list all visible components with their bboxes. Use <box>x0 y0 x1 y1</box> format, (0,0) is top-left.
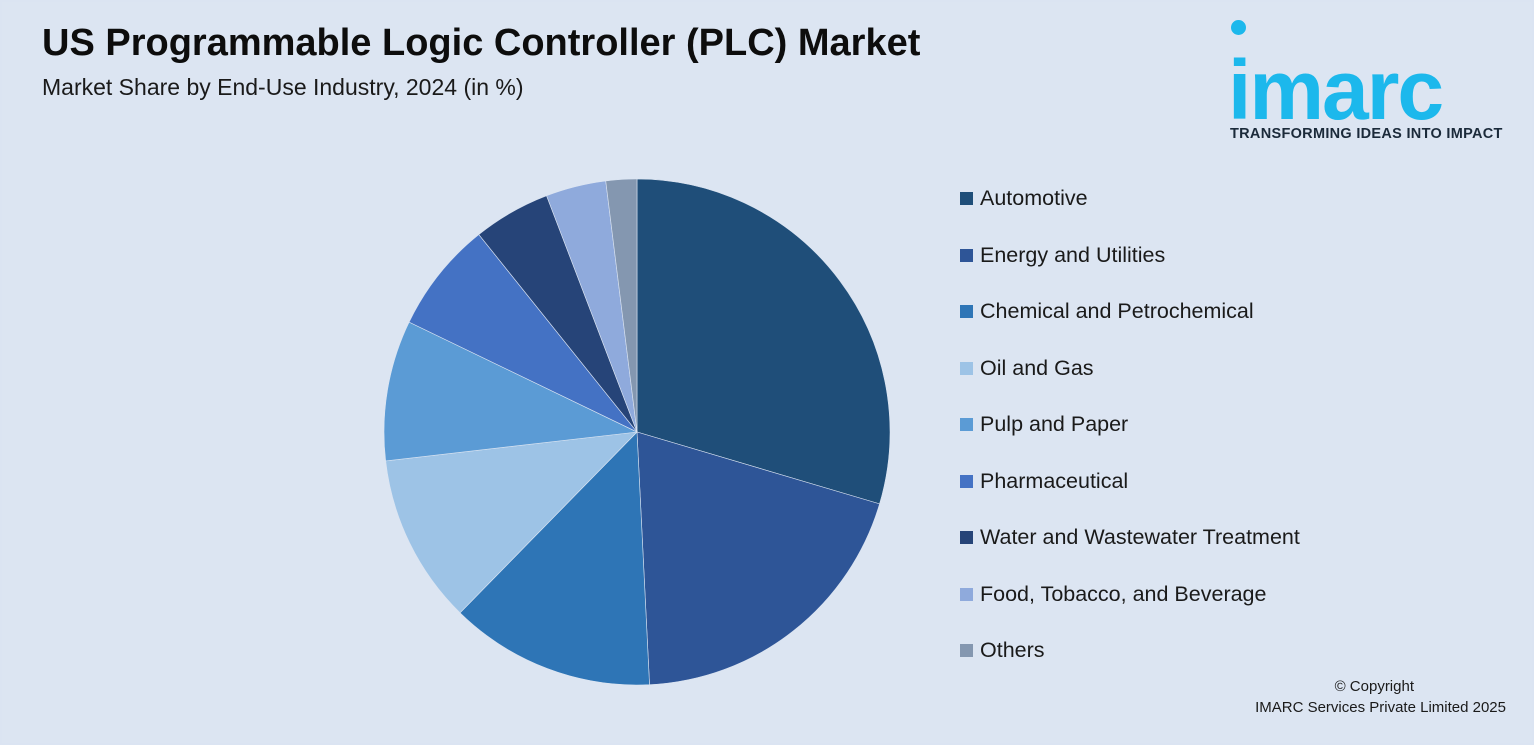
pie-slice-pulp-and-paper <box>383 321 639 462</box>
legend-label: Food, Tobacco, and Beverage <box>980 581 1267 606</box>
pie-slice-others <box>605 178 638 433</box>
legend-label: Automotive <box>980 186 1088 210</box>
legend-item: Chemical and Petrochemical <box>960 296 1300 353</box>
legend-item: Pharmaceutical <box>960 466 1300 523</box>
legend-swatch <box>960 305 973 318</box>
legend-swatch <box>960 644 973 657</box>
legend-swatch <box>960 192 973 205</box>
legend-item: Water and Wastewater Treatment <box>960 522 1300 579</box>
copyright-line-2: IMARC Services Private Limited 2025 <box>1255 699 1506 716</box>
copyright-line-1: © Copyright <box>1334 678 1414 695</box>
legend-item: Oil and Gas <box>960 353 1300 410</box>
pie-slice-pharmaceutical <box>408 234 638 433</box>
legend-swatch <box>960 587 973 601</box>
legend-label: Energy and Utilities <box>980 242 1166 267</box>
pie-slice-chemical-and-petrochemical <box>459 431 650 686</box>
legend-label: Chemical and Petrochemical <box>980 299 1254 323</box>
legend-swatch <box>960 418 973 431</box>
logo-tagline: TRANSFORMING IDEAS INTO IMPACT <box>1230 126 1503 142</box>
chart-subtitle: Market Share by End-Use Industry, 2024 (… <box>42 74 524 100</box>
legend-label: Others <box>980 638 1045 662</box>
legend-item: Pulp and Paper <box>960 409 1300 466</box>
imarc-logo: imarc TRANSFORMING IDEAS INTO IMPACT <box>1224 20 1520 146</box>
copyright-notice: © Copyright IMARC Services Private Limit… <box>1255 676 1506 718</box>
pie-slice-energy-and-utilities <box>636 431 880 686</box>
pie-slice-automotive <box>636 178 891 505</box>
legend-item: Automotive <box>960 183 1300 240</box>
pie-chart <box>383 178 891 686</box>
legend-swatch <box>960 474 973 488</box>
legend-swatch <box>960 248 973 262</box>
logo-dot <box>1231 20 1246 35</box>
chart-title: US Programmable Logic Controller (PLC) M… <box>42 22 921 64</box>
logo-wordmark: imarc <box>1228 43 1444 137</box>
legend-label: Pulp and Paper <box>980 412 1129 436</box>
pie-slices <box>383 178 891 686</box>
legend-item: Food, Tobacco, and Beverage <box>960 579 1300 636</box>
legend-label: Water and Wastewater Treatment <box>980 525 1300 549</box>
chart-legend: Automotive Energy and Utilities Chemical a… <box>960 183 1300 692</box>
legend-swatch <box>960 361 973 375</box>
legend-item: Energy and Utilities <box>960 240 1300 297</box>
legend-swatch <box>960 531 973 544</box>
pie-slice-oil-and-gas <box>385 431 638 614</box>
legend-label: Oil and Gas <box>980 355 1094 380</box>
legend-item: Others <box>960 635 1300 692</box>
legend-label: Pharmaceutical <box>980 468 1129 493</box>
